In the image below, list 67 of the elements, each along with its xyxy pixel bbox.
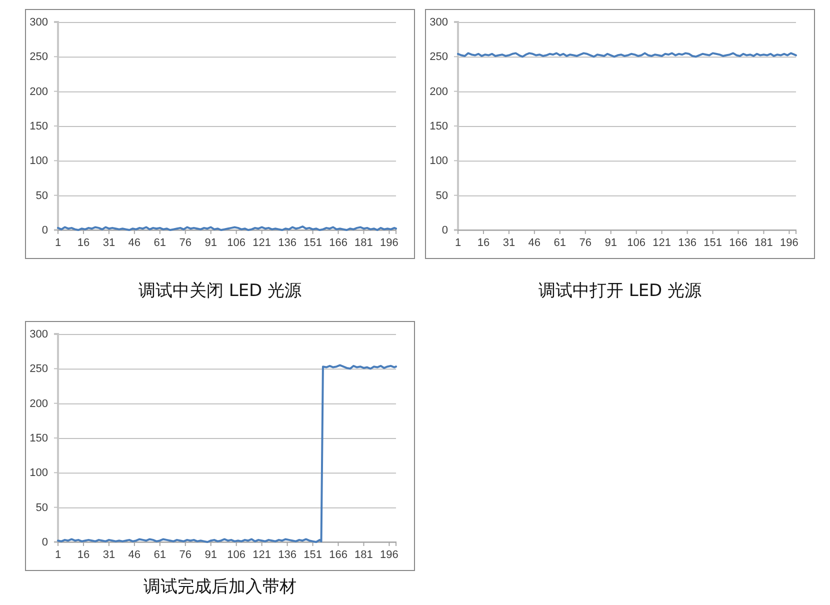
y-tick-label: 100 bbox=[430, 155, 448, 168]
text: 调试完成后加入带材 bbox=[142, 576, 298, 599]
x-tick-label: 106 bbox=[227, 548, 246, 561]
y-tick-label: 200 bbox=[430, 86, 448, 98]
y-tick-label: 150 bbox=[30, 432, 48, 445]
x-tick-label: 136 bbox=[278, 236, 296, 249]
x-tick-label: 166 bbox=[329, 236, 348, 249]
x-tick-label: 196 bbox=[380, 236, 398, 249]
y-tick-label: 150 bbox=[30, 120, 48, 133]
x-tick-label: 136 bbox=[678, 236, 696, 249]
x-tick-label: 181 bbox=[354, 548, 373, 561]
x-tick-label: 91 bbox=[204, 548, 217, 561]
x-tick-label: 121 bbox=[652, 236, 671, 249]
y-tick-label: 300 bbox=[430, 16, 448, 29]
x-tick-label: 76 bbox=[179, 236, 192, 249]
y-tick-label: 100 bbox=[30, 155, 48, 168]
x-tick-label: 121 bbox=[252, 548, 271, 561]
x-tick-label: 16 bbox=[77, 548, 90, 561]
x-tick-label: 91 bbox=[604, 236, 617, 249]
x-tick-label: 61 bbox=[154, 236, 166, 249]
x-tick-label: 61 bbox=[154, 548, 166, 561]
x-tick-label: 181 bbox=[354, 236, 373, 249]
x-tick-label: 91 bbox=[204, 236, 217, 249]
x-tick-label: 196 bbox=[780, 236, 798, 249]
x-tick-label: 136 bbox=[278, 548, 296, 561]
x-tick-label: 196 bbox=[380, 548, 398, 561]
y-tick-label: 50 bbox=[36, 502, 48, 514]
line-series bbox=[57, 364, 397, 543]
y-tick-label: 0 bbox=[442, 224, 448, 237]
y-tick-label: 50 bbox=[436, 190, 448, 202]
x-tick-label: 61 bbox=[554, 236, 566, 249]
x-tick-label: 181 bbox=[754, 236, 773, 249]
y-tick-label: 150 bbox=[430, 120, 448, 133]
y-tick-label: 250 bbox=[430, 51, 448, 64]
x-tick-label: 31 bbox=[102, 548, 116, 561]
y-tick-label: 50 bbox=[36, 190, 48, 202]
x-tick-label: 1 bbox=[454, 236, 462, 249]
x-tick-label: 151 bbox=[304, 236, 322, 249]
y-tick-label: 0 bbox=[42, 536, 48, 549]
x-tick-label: 151 bbox=[704, 236, 722, 249]
x-tick-label: 31 bbox=[102, 236, 116, 249]
y-tick-label: 0 bbox=[42, 224, 48, 237]
y-tick-label: 100 bbox=[30, 467, 48, 480]
y-tick-label: 300 bbox=[30, 16, 48, 29]
x-tick-label: 166 bbox=[329, 548, 348, 561]
x-tick-label: 1 bbox=[54, 548, 62, 561]
y-tick-label: 250 bbox=[30, 363, 48, 376]
x-tick-label: 151 bbox=[304, 548, 322, 561]
x-tick-label: 46 bbox=[128, 548, 141, 561]
x-tick-label: 121 bbox=[252, 236, 271, 249]
x-tick-label: 106 bbox=[627, 236, 646, 249]
x-tick-label: 76 bbox=[179, 548, 192, 561]
y-tick-label: 200 bbox=[30, 398, 48, 410]
text: 调试中关闭 LED 光源 bbox=[137, 280, 303, 303]
x-tick-label: 16 bbox=[477, 236, 490, 249]
x-tick-label: 16 bbox=[77, 236, 90, 249]
y-tick-label: 300 bbox=[30, 328, 48, 341]
y-tick-label: 200 bbox=[30, 86, 48, 98]
x-tick-label: 166 bbox=[729, 236, 748, 249]
x-tick-label: 46 bbox=[528, 236, 541, 249]
x-tick-label: 1 bbox=[54, 236, 62, 249]
x-tick-label: 31 bbox=[502, 236, 516, 249]
x-tick-label: 46 bbox=[128, 236, 141, 249]
text: 调试中打开 LED 光源 bbox=[537, 280, 703, 303]
y-tick-label: 250 bbox=[30, 51, 48, 64]
x-tick-label: 106 bbox=[227, 236, 246, 249]
x-tick-label: 76 bbox=[579, 236, 592, 249]
